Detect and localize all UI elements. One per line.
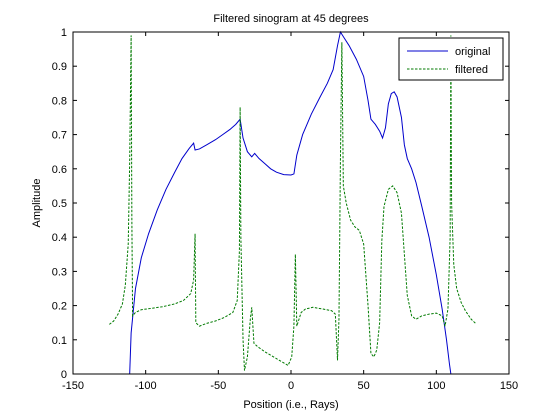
x-tick-label: -150 — [62, 380, 84, 392]
y-tick-label: 0.3 — [52, 266, 67, 278]
x-tick-label: -100 — [135, 380, 157, 392]
x-tick-label: -50 — [210, 380, 226, 392]
x-tick-label: 0 — [288, 380, 294, 392]
x-axis: -150 -100 -50 0 50 100 150 — [62, 32, 518, 392]
x-tick-label: 50 — [358, 380, 370, 392]
y-tick-label: 1 — [61, 27, 67, 39]
legend: original filtered — [398, 37, 504, 81]
legend-label-original: original — [455, 46, 490, 58]
y-tick-label: 0.5 — [52, 198, 67, 210]
series-line-original — [129, 30, 452, 375]
x-tick-label: 150 — [500, 380, 518, 392]
legend-box — [398, 37, 504, 81]
y-tick-label: 0.2 — [52, 301, 67, 313]
x-tick-label: 100 — [427, 380, 445, 392]
y-tick-label: 0.8 — [52, 95, 67, 107]
y-axis: 0 0.1 0.2 0.3 0.4 0.5 0.6 0.7 0.8 0.9 1 — [52, 27, 509, 381]
plot-area — [73, 32, 509, 374]
y-tick-label: 0.6 — [52, 164, 67, 176]
y-tick-label: 0.1 — [52, 335, 67, 347]
chart-title: Filtered sinogram at 45 degrees — [213, 13, 369, 25]
series-layer — [109, 30, 476, 375]
y-axis-label: Amplitude — [31, 179, 43, 228]
series-line-filtered — [109, 35, 476, 371]
x-axis-label: Position (i.e., Rays) — [243, 399, 338, 411]
y-tick-label: 0.9 — [52, 61, 67, 73]
y-tick-label: 0.7 — [52, 130, 67, 142]
y-tick-label: 0.4 — [52, 232, 67, 244]
legend-label-filtered: filtered — [455, 64, 488, 76]
y-tick-label: 0 — [61, 369, 67, 381]
